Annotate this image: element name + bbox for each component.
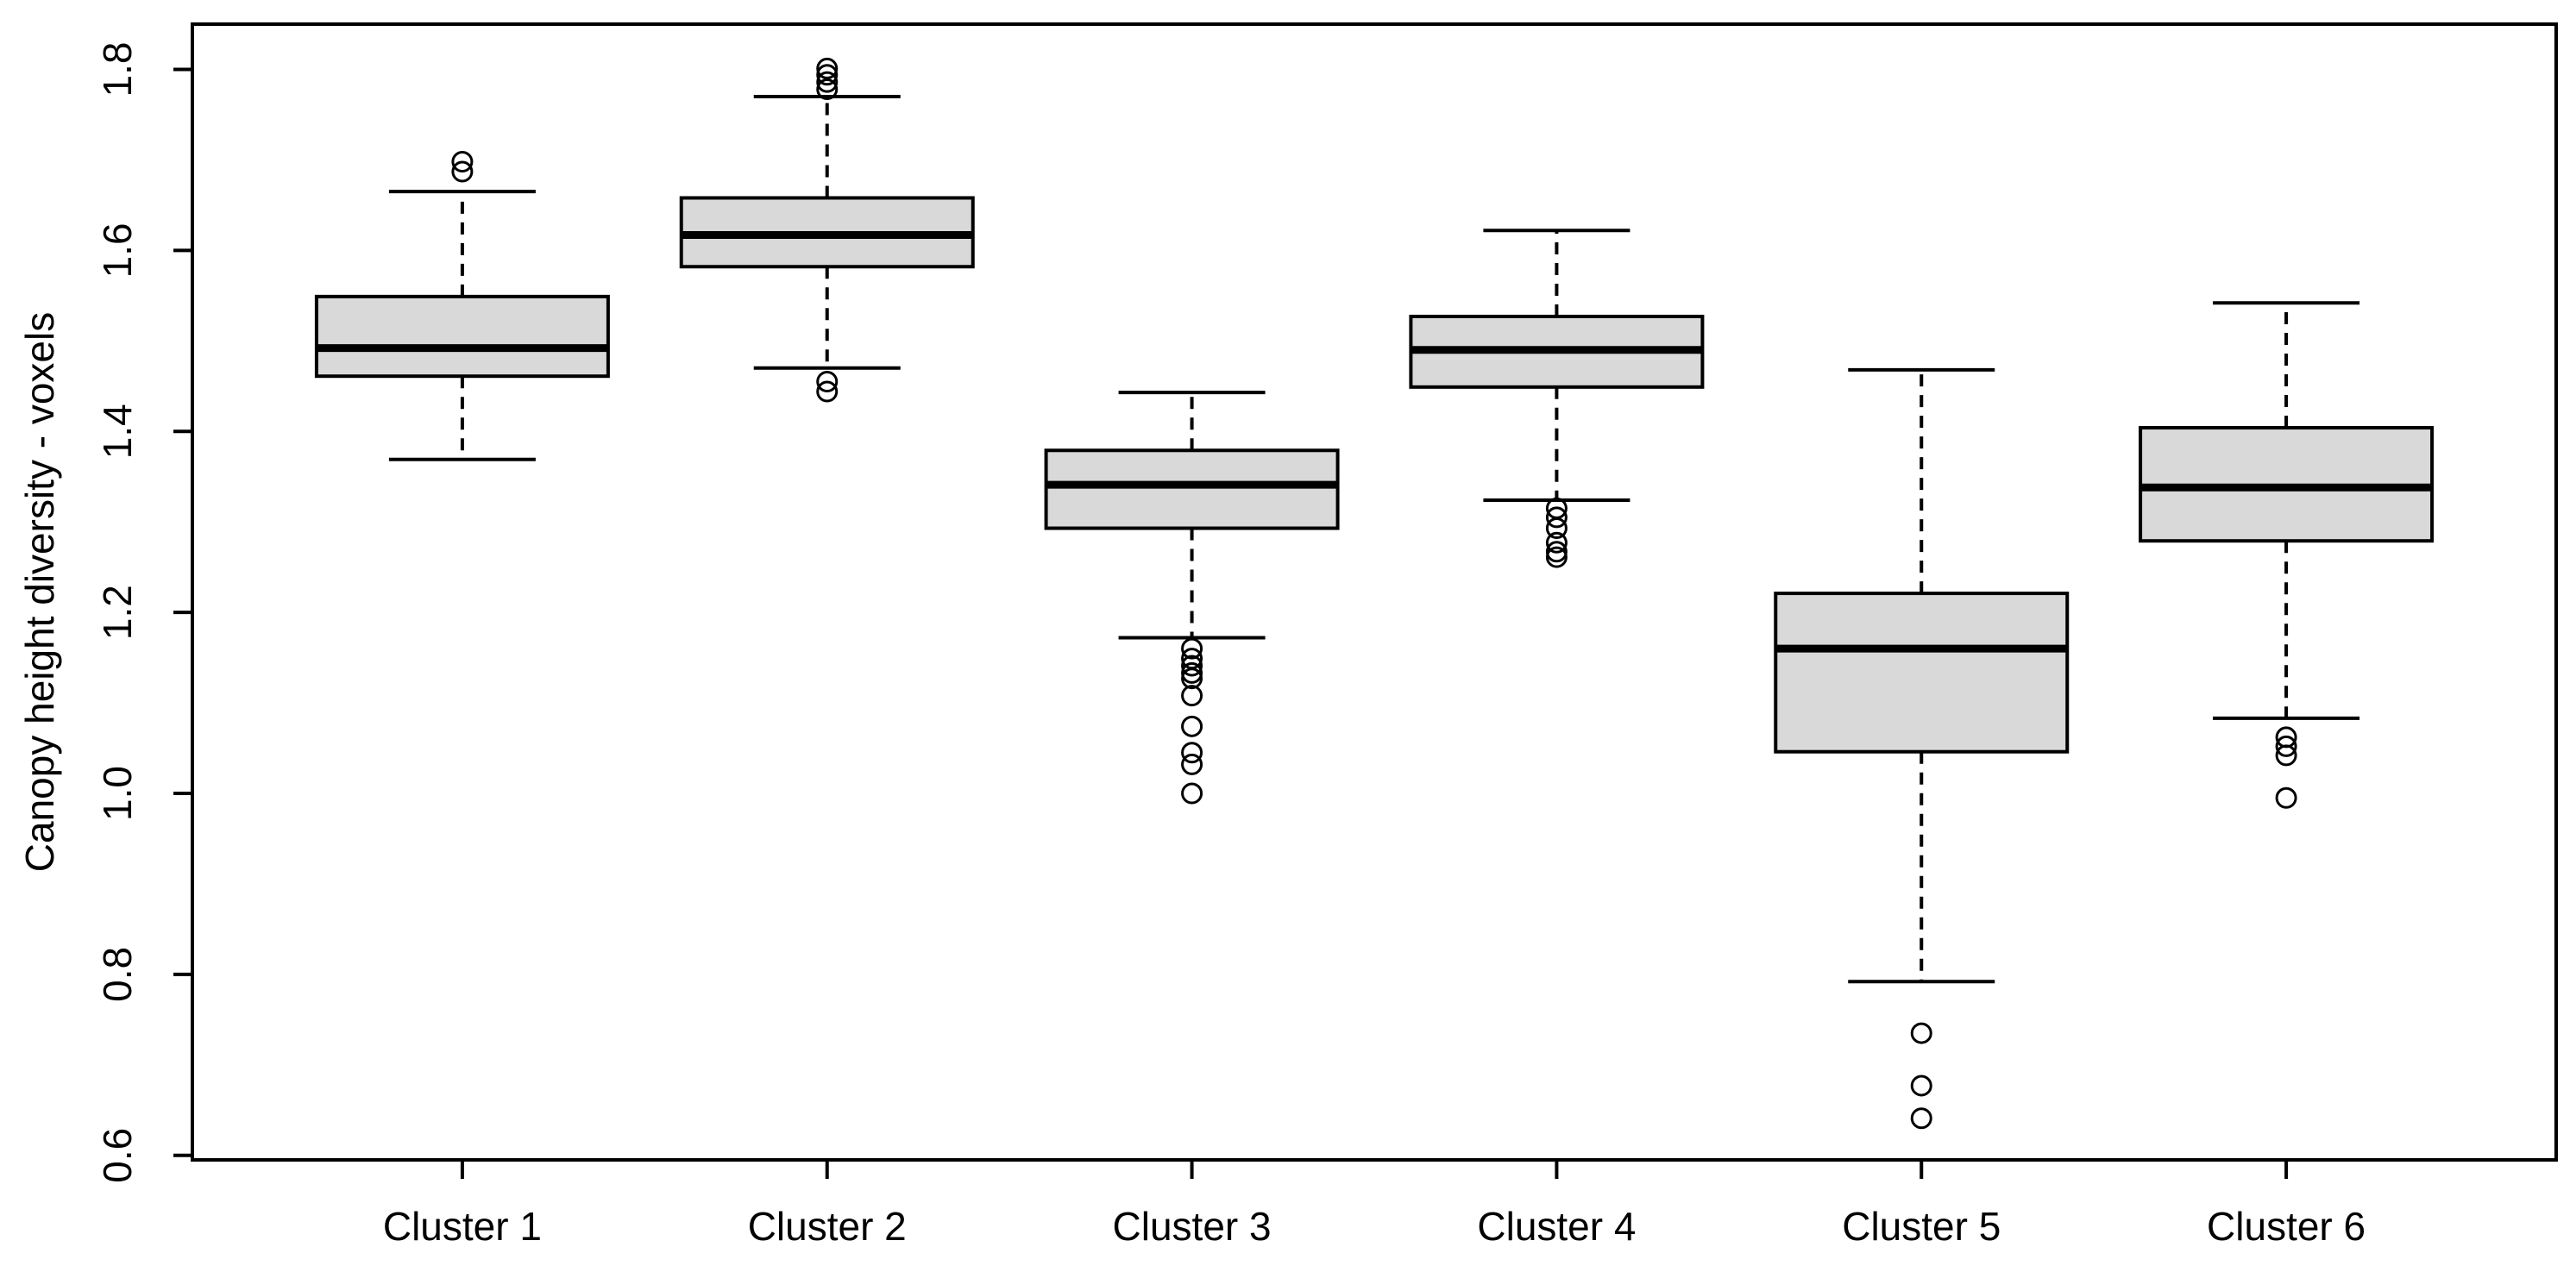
x-category-label: Cluster 4	[1477, 1204, 1636, 1249]
outlier-point	[1910, 1022, 1932, 1044]
x-category-label: Cluster 1	[383, 1204, 542, 1249]
outlier-point	[1181, 637, 1203, 660]
outlier-point	[1181, 655, 1203, 677]
outlier-point	[1181, 715, 1203, 737]
iqr-box-1	[314, 294, 610, 379]
outlier-point	[816, 380, 839, 403]
outlier-point	[1910, 1075, 1932, 1097]
outlier-point	[2275, 786, 2297, 809]
iqr-box-3	[1044, 448, 1340, 530]
outlier-point	[816, 71, 839, 93]
outlier-point	[1545, 531, 1568, 554]
y-tick-label: 1.0	[95, 766, 140, 821]
outlier-point	[1545, 541, 1568, 563]
y-tick-label: 0.8	[95, 947, 140, 1002]
outlier-point	[1181, 667, 1203, 690]
x-category-label: Cluster 5	[1842, 1204, 2001, 1249]
x-category-label: Cluster 6	[2207, 1204, 2366, 1249]
y-tick-label: 1.2	[95, 585, 140, 640]
outlier-point	[1181, 782, 1203, 805]
outlier-point	[816, 371, 839, 393]
outlier-point	[1910, 1107, 1932, 1130]
outlier-point	[1181, 661, 1203, 684]
plot-frame	[191, 22, 2558, 1162]
outlier-point	[451, 160, 474, 183]
outlier-point	[1181, 742, 1203, 764]
x-category-label: Cluster 2	[748, 1204, 907, 1249]
outlier-point	[1545, 517, 1568, 540]
y-axis-title: Canopy height diversity - voxels	[17, 312, 62, 872]
y-tick-label: 0.6	[95, 1128, 140, 1183]
outlier-point	[451, 151, 474, 173]
y-tick-label: 1.8	[95, 41, 140, 97]
y-tick-label: 1.6	[95, 222, 140, 278]
outlier-point	[816, 78, 839, 101]
outlier-point	[816, 57, 839, 79]
outlier-point	[1181, 753, 1203, 775]
x-category-label: Cluster 3	[1113, 1204, 1272, 1249]
outlier-point	[1181, 685, 1203, 707]
outlier-point	[1545, 506, 1568, 529]
outlier-point	[2275, 744, 2297, 767]
outlier-point	[2275, 735, 2297, 757]
outlier-point	[816, 64, 839, 86]
y-tick-label: 1.4	[95, 404, 140, 459]
iqr-box-5	[1774, 592, 2070, 754]
outlier-point	[1545, 546, 1568, 568]
